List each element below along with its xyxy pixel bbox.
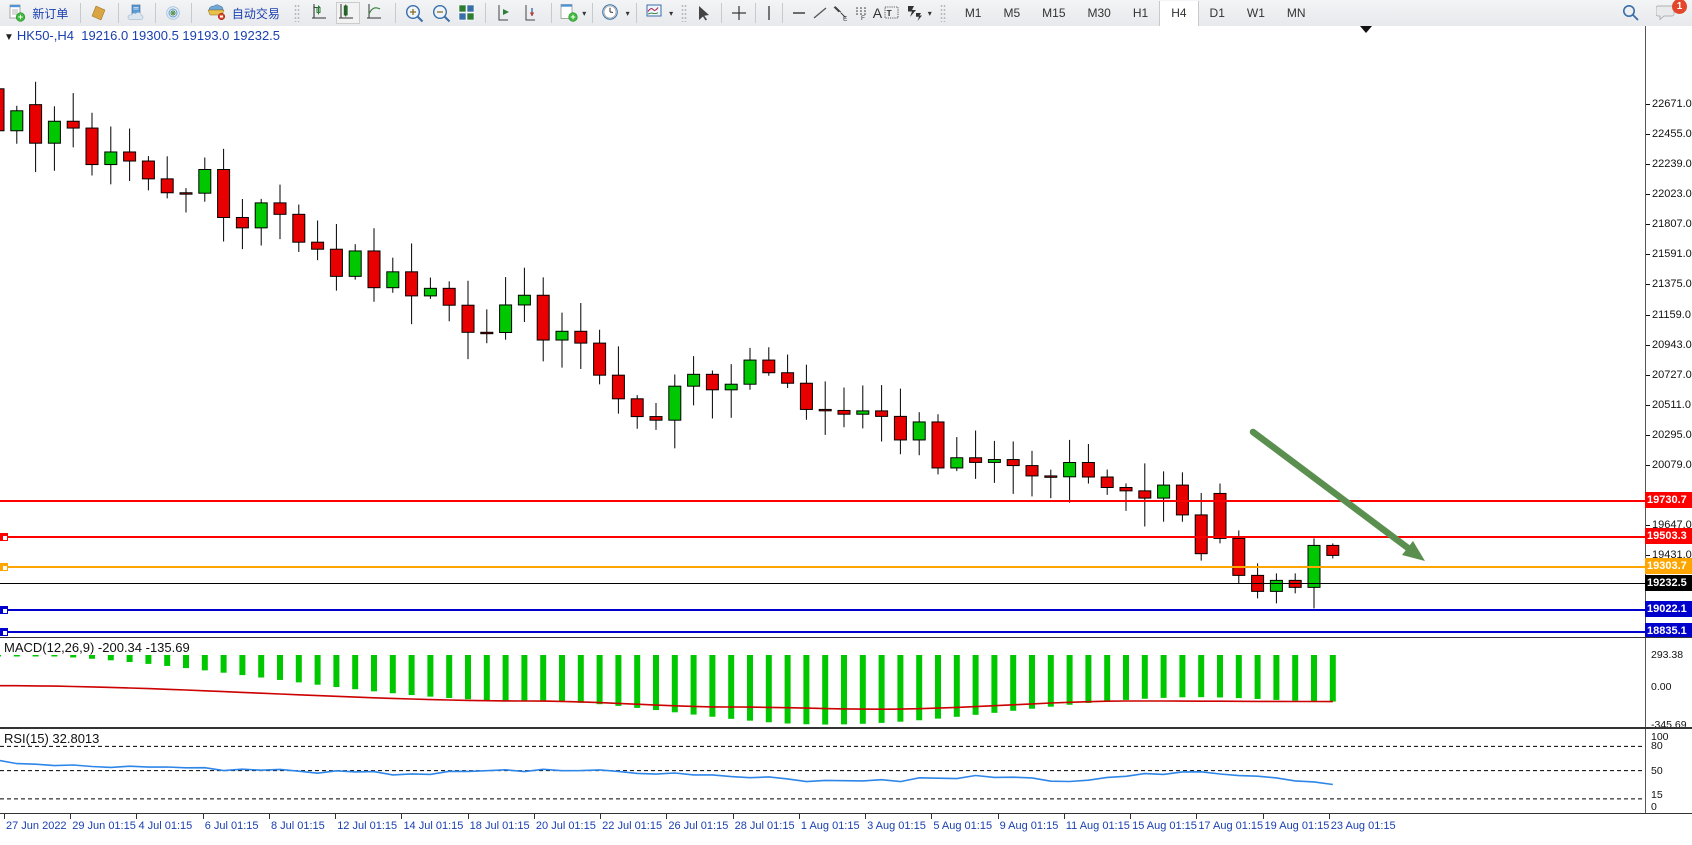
svg-text:F: F <box>861 15 865 21</box>
svg-text:T: T <box>887 8 893 18</box>
svg-text:E: E <box>843 16 848 22</box>
